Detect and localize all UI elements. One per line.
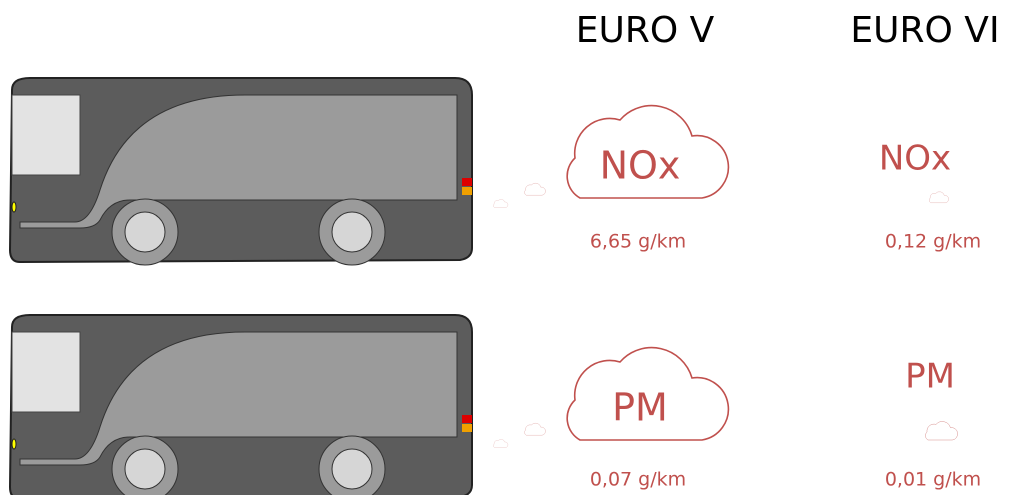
cloud [929, 192, 948, 203]
pollutant: PM [612, 386, 668, 430]
emission-value: 0,01 g/km [885, 469, 981, 491]
infographic: EURO V EURO VI NOx 6,65 g/km NOx 0,12 g/… [0, 0, 1029, 495]
emission-value: 0,12 g/km [885, 231, 981, 253]
emission-value: 0,07 g/km [590, 469, 686, 491]
bus [10, 315, 472, 495]
cloud [525, 183, 546, 195]
column-header: EURO VI [850, 10, 999, 51]
bus [10, 78, 472, 265]
cloud [493, 439, 508, 447]
pollutant: NOx [600, 144, 681, 188]
cloud [525, 423, 546, 435]
column-header: EURO V [576, 10, 715, 51]
pollutant: NOx [879, 139, 951, 179]
cloud [493, 199, 508, 207]
emission-value: 6,65 g/km [590, 231, 686, 253]
pollutant: PM [905, 357, 955, 397]
cloud [925, 422, 957, 440]
